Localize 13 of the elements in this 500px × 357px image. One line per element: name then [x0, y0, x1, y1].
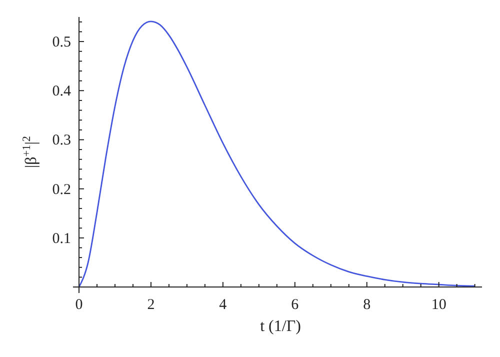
y-tick-label: 0.4 — [52, 84, 72, 100]
y-tick-label: 0.2 — [52, 182, 71, 198]
x-tick-label: 2 — [147, 297, 155, 313]
x-tick-label: 10 — [431, 297, 446, 313]
x-tick-label: 0 — [75, 297, 83, 313]
line-series — [78, 20, 476, 288]
x-tick-label: 4 — [219, 297, 228, 313]
x-tick-label: 8 — [363, 297, 371, 313]
x-axis-title: t (1/Γ) — [260, 318, 301, 335]
x-tick-label: 6 — [291, 297, 300, 313]
y-tick-label: 0.3 — [52, 132, 71, 149]
y-tick-label: 0.1 — [52, 230, 71, 247]
y-tick-label: 0.5 — [52, 34, 71, 51]
